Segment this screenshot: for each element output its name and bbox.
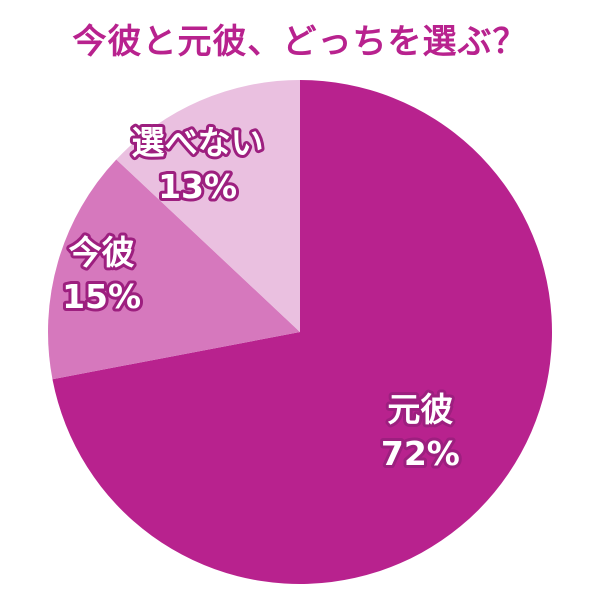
pie-slice-1 [47, 159, 300, 380]
pie-slice-0 [52, 80, 552, 584]
slice-label-2: 選べない [132, 123, 264, 162]
pie-slice-2 [116, 80, 301, 332]
slice-label-0: 元彼 [387, 390, 453, 429]
slice-value-2: 13% [158, 167, 237, 206]
slice-value-1: 15% [62, 277, 141, 316]
slice-label-1: 今彼 [69, 233, 135, 272]
chart-title: 今彼と元彼、どっちを選ぶ？ [72, 22, 528, 62]
slice-value-0: 72% [381, 434, 460, 473]
